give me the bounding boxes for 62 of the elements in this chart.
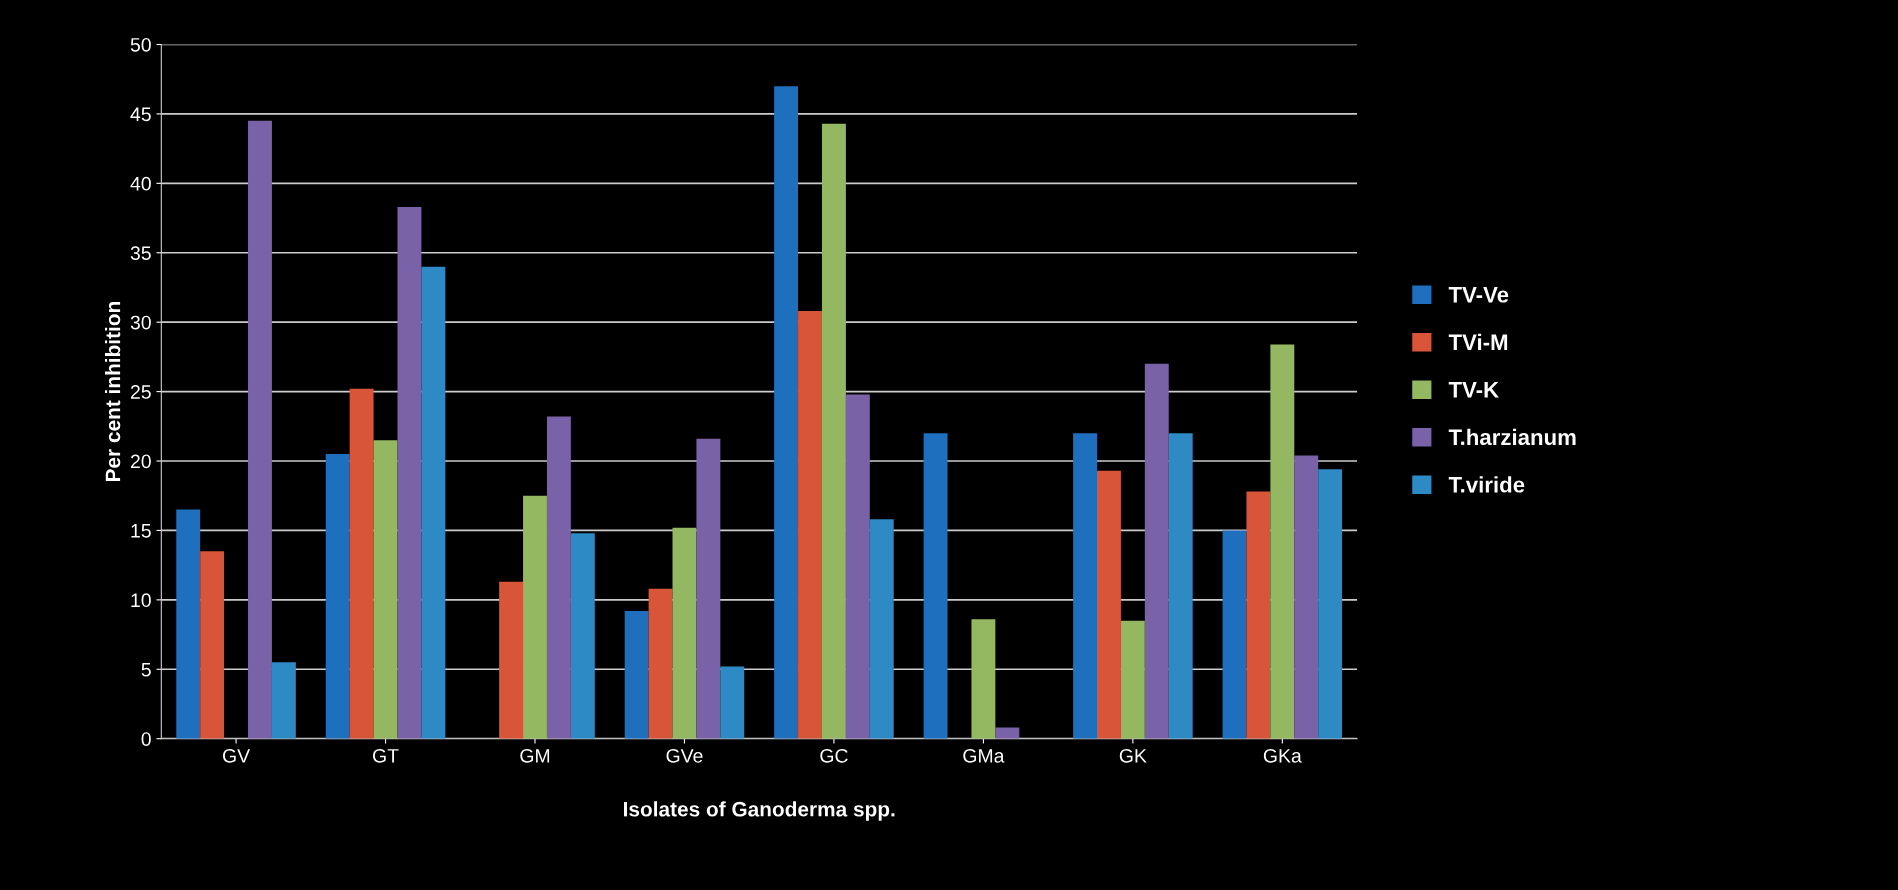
bar <box>373 440 398 739</box>
x-tick-label: GT <box>373 748 399 763</box>
bar <box>1073 433 1097 739</box>
y-tick-label: 5 <box>141 662 151 677</box>
bar <box>499 581 524 739</box>
y-tick-label: 20 <box>130 454 151 469</box>
bar <box>397 206 422 739</box>
bar <box>869 519 894 739</box>
bar <box>774 86 799 739</box>
y-tick-label: 10 <box>131 593 151 608</box>
bar <box>696 438 721 739</box>
x-tick-label: GC <box>820 748 848 763</box>
bar <box>1270 344 1295 739</box>
bar <box>798 311 822 739</box>
bar <box>523 495 547 739</box>
bar <box>325 454 350 739</box>
bar <box>1294 455 1319 739</box>
y-tick-label: 40 <box>130 176 151 191</box>
y-axis-title: Per cent inhibition <box>105 302 121 482</box>
bar <box>570 533 595 739</box>
legend-label: TVi-M <box>1448 333 1508 350</box>
bar <box>421 266 446 739</box>
x-tick-label: GMa <box>963 748 1005 763</box>
bar <box>845 394 870 739</box>
legend-label: TV-Ve <box>1448 287 1509 303</box>
bar <box>1097 470 1121 739</box>
y-tick-label: 15 <box>131 524 151 538</box>
bar <box>923 433 948 739</box>
x-tick-label: GK <box>1119 748 1147 763</box>
x-tick-label: GV <box>222 748 251 763</box>
y-tick-label: 30 <box>130 315 151 330</box>
bar <box>821 123 846 739</box>
y-tick-label: 25 <box>130 385 151 399</box>
bar <box>200 551 225 739</box>
bar <box>248 120 272 739</box>
y-tick-label: 0 <box>141 732 151 746</box>
bar <box>349 388 374 739</box>
x-tick-label: GM <box>520 748 550 763</box>
bar <box>1120 620 1145 739</box>
bar <box>995 727 1020 739</box>
bar <box>176 509 201 739</box>
x-axis-title: Isolates of Ganoderma spp. <box>624 801 895 821</box>
bar <box>648 588 673 739</box>
legend-label: T.harzianum <box>1448 428 1576 446</box>
y-tick-label: 50 <box>130 37 151 52</box>
bar <box>1144 363 1169 739</box>
bar <box>1222 530 1247 739</box>
x-tick-label: GKa <box>1263 748 1302 763</box>
bar <box>1168 433 1193 739</box>
bar <box>720 666 745 739</box>
x-tick-label: GVe <box>666 748 703 763</box>
bar <box>1246 491 1271 739</box>
bar <box>971 619 996 739</box>
bar <box>271 662 296 739</box>
bar <box>546 416 571 739</box>
legend-label: TV-K <box>1448 382 1499 398</box>
bar <box>672 527 697 739</box>
bar <box>1318 469 1343 739</box>
y-tick-label: 45 <box>130 107 151 122</box>
y-tick-label: 35 <box>130 246 151 260</box>
bar <box>624 610 649 739</box>
legend-label: T.viride <box>1448 476 1525 493</box>
